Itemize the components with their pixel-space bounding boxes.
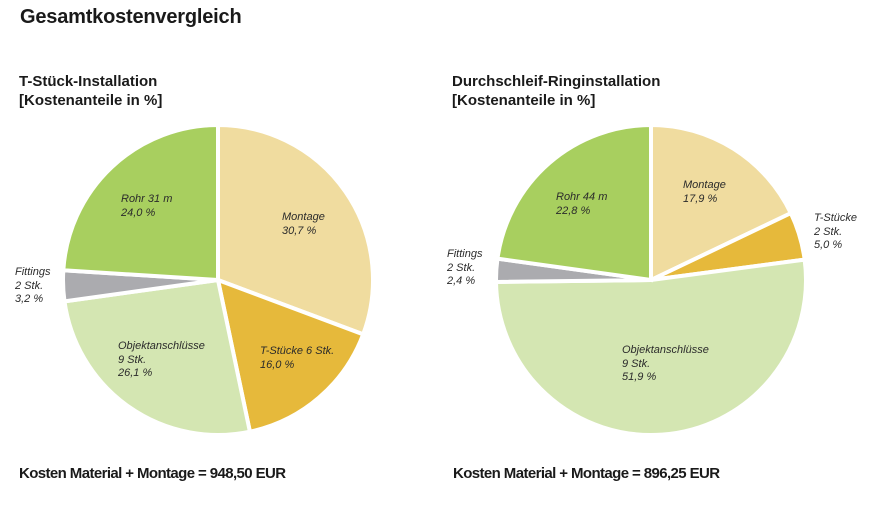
- label-rohr: Rohr 44 m 22,8 %: [556, 191, 607, 218]
- label-name: Objektanschlüsse: [622, 344, 709, 356]
- slice-montage: [216, 122, 375, 337]
- label-name: Montage: [683, 179, 726, 191]
- total-cost-ring: Kosten Material + Montage = 896,25 EUR: [453, 465, 720, 482]
- label-count: 2 Stk.: [15, 279, 44, 292]
- slice-objektanschluesse: [493, 257, 808, 437]
- slice-objektanschluesse: [62, 277, 253, 437]
- label-value: 24,0 %: [121, 206, 156, 219]
- page-title: Gesamtkostenvergleich: [20, 6, 242, 28]
- label-value: 5,0 %: [814, 239, 843, 251]
- label-name: Fittings: [447, 248, 483, 260]
- chart-subtitle: [Kostenanteile in %]: [19, 92, 163, 109]
- total-cost-t-stueck: Kosten Material + Montage = 948,50 EUR: [19, 465, 286, 482]
- label-rohr: Rohr 31 m 24,0 %: [121, 193, 172, 220]
- label-value: 17,9 %: [683, 192, 718, 205]
- label-name: Objektanschlüsse: [118, 340, 205, 352]
- label-value: 3,2 %: [15, 293, 44, 305]
- chart-title: Durchschleif-Ringinstallation: [452, 73, 661, 90]
- label-montage: Montage 30,7 %: [282, 211, 325, 238]
- label-value: 16,0 %: [260, 358, 295, 371]
- label-count: 2 Stk.: [447, 261, 476, 274]
- label-montage: Montage 17,9 %: [683, 179, 726, 206]
- label-fittings: Fittings 2 Stk. 2,4 %: [447, 248, 482, 289]
- label-t-stuecke: T-Stücke 2 Stk. 5,0 %: [814, 212, 857, 253]
- chart-heading-ring: Durchschleif-Ringinstallation [Kostenant…: [452, 72, 660, 110]
- label-name: Rohr 44 m: [556, 191, 608, 203]
- label-objektanschluesse: Objektanschlüsse 9 Stk. 26,1 %: [118, 340, 205, 381]
- pie-chart-t-stueck: [61, 122, 375, 437]
- label-name: T-Stücke: [814, 212, 858, 224]
- label-value: 26,1 %: [118, 367, 153, 379]
- slice-t-stuecke: [215, 276, 366, 435]
- label-value: 51,9 %: [622, 371, 657, 383]
- pie-chart-ring: [493, 122, 808, 437]
- slice-montage: [649, 122, 794, 284]
- label-value: 22,8 %: [556, 204, 591, 217]
- label-value: 2,4 %: [447, 275, 476, 287]
- label-t-stuecke: T-Stücke 6 Stk. 16,0 %: [260, 345, 334, 372]
- slice-rohr: [495, 122, 653, 283]
- slice-rohr: [61, 122, 220, 283]
- label-name: T-Stücke 6 Stk.: [260, 345, 335, 357]
- chart-subtitle: [Kostenanteile in %]: [452, 92, 596, 109]
- label-name: Montage: [282, 211, 325, 223]
- chart-title: T-Stück-Installation: [19, 73, 158, 90]
- label-count: 9 Stk.: [118, 353, 147, 366]
- label-count: 2 Stk.: [814, 225, 843, 238]
- label-count: 9 Stk.: [622, 357, 651, 370]
- label-fittings: Fittings 2 Stk. 3,2 %: [15, 266, 50, 307]
- label-name: Fittings: [15, 266, 51, 278]
- chart-heading-t-stueck: T-Stück-Installation [Kostenanteile in %…: [19, 72, 162, 110]
- label-name: Rohr 31 m: [121, 193, 173, 205]
- label-objektanschluesse: Objektanschlüsse 9 Stk. 51,9 %: [622, 344, 709, 385]
- label-value: 30,7 %: [282, 224, 317, 237]
